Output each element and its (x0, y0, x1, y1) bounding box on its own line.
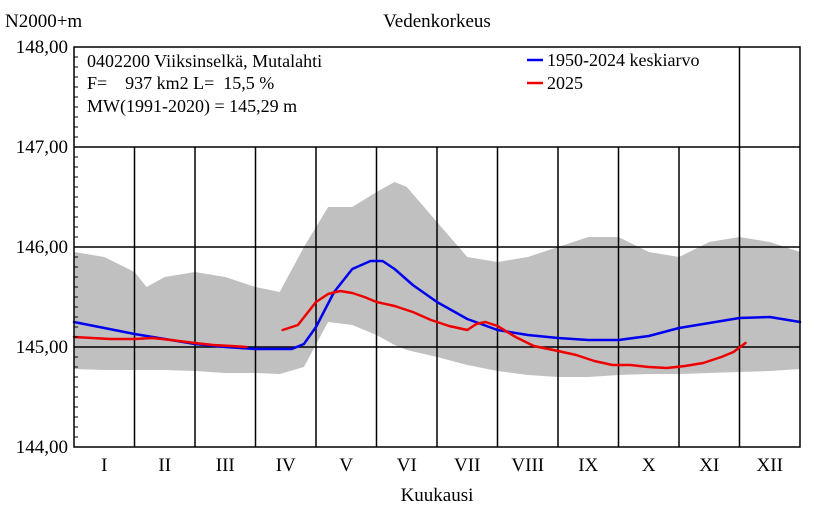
info-mw: MW(1991-2020) = 145,29 m (87, 96, 297, 117)
info-box: 0402200 Viiksinselkä, Mutalahti F= 937 k… (87, 51, 322, 117)
month-label-5: V (339, 455, 353, 476)
y-tick-label-2: 146,00 (16, 237, 68, 258)
month-label-8: VIII (511, 455, 544, 476)
legend-label-2025: 2025 (547, 73, 583, 93)
x-axis-label: Kuukausi (401, 485, 474, 506)
month-label-2: II (158, 455, 171, 476)
month-label-7: VII (454, 455, 480, 476)
month-label-10: X (642, 455, 656, 476)
month-label-4: IV (276, 455, 296, 476)
legend: 1950-2024 keskiarvo 2025 (527, 50, 699, 93)
y-tick-label-0: 148,00 (16, 37, 68, 58)
month-label-1: I (101, 455, 107, 476)
info-box-background (78, 118, 368, 144)
y-tick-label-4: 144,00 (16, 437, 68, 458)
y-axis-label: N2000+m (5, 11, 82, 32)
y-tick-label-1: 147,00 (16, 137, 68, 158)
series-line-2025 (72, 289, 747, 370)
legend-label-mean: 1950-2024 keskiarvo (547, 50, 699, 70)
grid-layer (74, 47, 800, 447)
y-tick-label-3: 145,00 (16, 337, 68, 358)
month-label-3: III (216, 455, 235, 476)
series-layer (72, 259, 802, 370)
info-area: F= 937 km2 L= 15,5 % (87, 73, 274, 93)
chart-title: Vedenkorkeus (383, 11, 491, 32)
month-label-9: IX (578, 455, 598, 476)
month-label-11: XI (699, 455, 719, 476)
month-label-6: VI (397, 455, 417, 476)
month-label-12: XII (757, 455, 783, 476)
info-station: 0402200 Viiksinselkä, Mutalahti (87, 51, 322, 71)
